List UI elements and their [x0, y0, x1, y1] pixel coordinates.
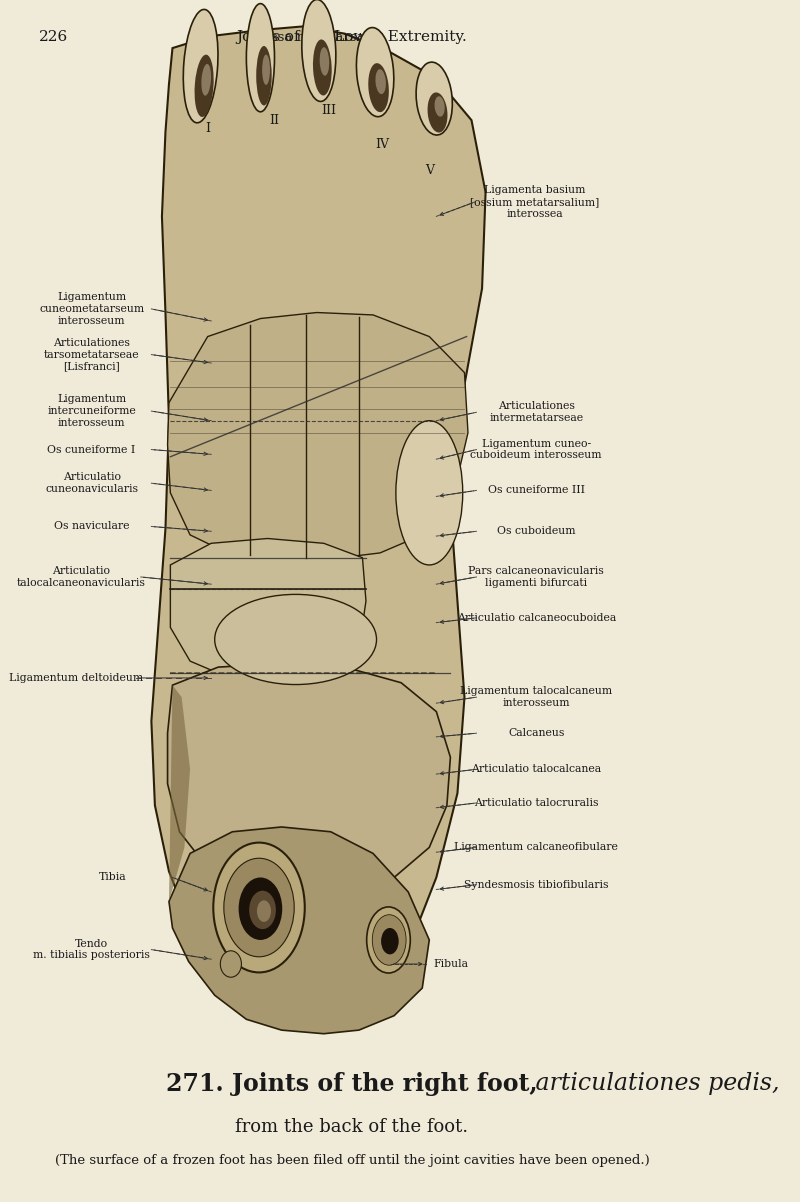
Text: Calcaneus: Calcaneus [508, 728, 565, 738]
Ellipse shape [257, 900, 271, 922]
Text: Os cuboideum: Os cuboideum [497, 526, 575, 536]
Ellipse shape [246, 4, 274, 112]
Ellipse shape [214, 594, 377, 685]
Text: Articulationes
tarsometatarseae
[Lisfranci]: Articulationes tarsometatarseae [Lisfran… [44, 338, 139, 371]
Ellipse shape [375, 70, 386, 94]
Text: Articulatio
cuneonavicularis: Articulatio cuneonavicularis [45, 472, 138, 494]
Text: 226: 226 [39, 30, 68, 44]
Text: V: V [425, 165, 434, 177]
Ellipse shape [366, 906, 410, 974]
Ellipse shape [427, 93, 447, 132]
Polygon shape [169, 685, 190, 902]
Ellipse shape [357, 28, 394, 117]
Text: Fibula: Fibula [433, 959, 468, 969]
Text: (The surface of a frozen foot has been filed off until the joint cavities have b: (The surface of a frozen foot has been f… [54, 1154, 650, 1167]
Text: Os cuneiforme III: Os cuneiforme III [488, 486, 585, 495]
Text: Ligamentum calcaneofibulare: Ligamentum calcaneofibulare [454, 843, 618, 852]
Text: Articulatio talocruralis: Articulatio talocruralis [474, 798, 598, 808]
Ellipse shape [220, 951, 242, 977]
Text: I: I [205, 123, 210, 135]
Text: Ligamentum
intercuneiforme
interosseum: Ligamentum intercuneiforme interosseum [47, 394, 136, 428]
Text: Ligamentum deltoideum: Ligamentum deltoideum [9, 673, 143, 683]
Ellipse shape [262, 54, 270, 85]
Ellipse shape [381, 928, 398, 954]
Text: Ligamentum cuneo-
cuboideum interosseum: Ligamentum cuneo- cuboideum interosseum [470, 439, 602, 460]
Polygon shape [151, 26, 486, 1022]
Ellipse shape [368, 64, 389, 112]
Polygon shape [167, 664, 450, 895]
Ellipse shape [194, 54, 214, 117]
Ellipse shape [320, 47, 330, 76]
Text: Os cuneiforme I: Os cuneiforme I [47, 445, 136, 454]
Text: Ligamentum talocalcaneum
interosseum: Ligamentum talocalcaneum interosseum [460, 686, 612, 708]
Polygon shape [167, 313, 468, 559]
Text: Tendo
m. tibialis posterioris: Tendo m. tibialis posterioris [33, 939, 150, 960]
Text: Articulatio
talocalcaneonavicularis: Articulatio talocalcaneonavicularis [17, 566, 146, 588]
Ellipse shape [214, 843, 305, 972]
Ellipse shape [434, 96, 445, 117]
Text: Syndesmosis tibiofibularis: Syndesmosis tibiofibularis [464, 880, 609, 889]
Text: II: II [270, 114, 279, 126]
Text: Articulationes
intermetatarseae: Articulationes intermetatarseae [489, 401, 583, 423]
Ellipse shape [238, 877, 282, 940]
Text: from the back of the foot.: from the back of the foot. [235, 1118, 469, 1136]
Text: 271. Joints of the right foot,: 271. Joints of the right foot, [166, 1072, 538, 1096]
Text: Ligamentum
cuneometatarseum
interosseum: Ligamentum cuneometatarseum interosseum [39, 292, 144, 326]
Text: Ligamenta basium
[ossium metatarsalium]
interossea: Ligamenta basium [ossium metatarsalium] … [470, 185, 599, 219]
Ellipse shape [183, 10, 218, 123]
Text: Pars calcaneonavicularis
ligamenti bifurcati: Pars calcaneonavicularis ligamenti bifur… [468, 566, 604, 588]
Text: Joints of the Lower Extremity.: Joints of the Lower Extremity. [237, 30, 467, 44]
Text: IV: IV [375, 138, 389, 150]
Ellipse shape [224, 858, 294, 957]
Ellipse shape [202, 64, 211, 96]
Text: articulationes pedis,: articulationes pedis, [527, 1072, 779, 1095]
Polygon shape [170, 538, 366, 683]
Ellipse shape [372, 915, 406, 965]
Ellipse shape [249, 891, 276, 929]
Ellipse shape [396, 421, 462, 565]
Text: Ossa metatarsalia: Ossa metatarsalia [260, 31, 381, 44]
Ellipse shape [302, 0, 336, 101]
Text: Os naviculare: Os naviculare [54, 522, 130, 531]
Text: Articulatio talocalcanea: Articulatio talocalcanea [471, 764, 602, 774]
Ellipse shape [313, 40, 332, 95]
Polygon shape [169, 827, 430, 1034]
Ellipse shape [256, 46, 272, 106]
Ellipse shape [416, 63, 452, 135]
Text: Articulatio calcaneocuboidea: Articulatio calcaneocuboidea [457, 613, 616, 623]
Text: III: III [321, 105, 336, 117]
Text: Tibia: Tibia [99, 873, 126, 882]
